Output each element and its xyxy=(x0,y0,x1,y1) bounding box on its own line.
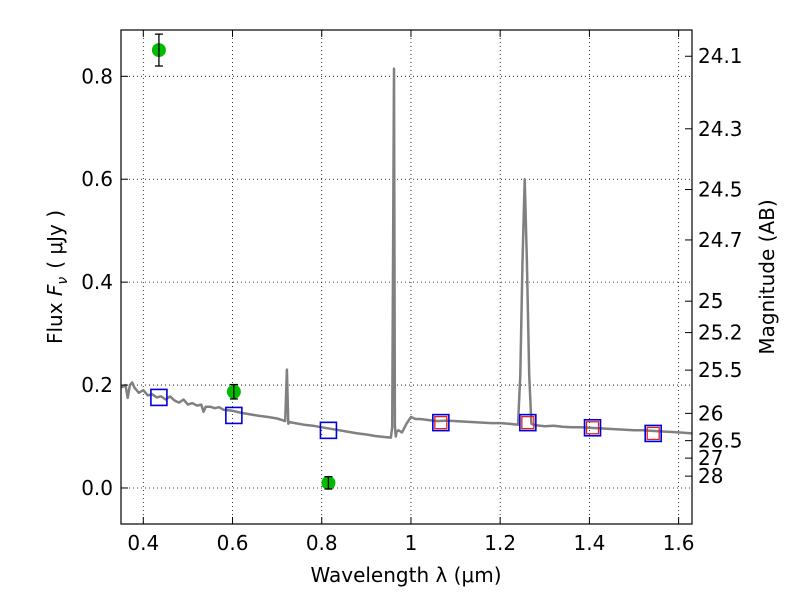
y-axis-label-subscript: ν xyxy=(55,277,71,285)
photometry-point xyxy=(321,475,336,490)
y-tick-label: 0.6 xyxy=(81,167,113,191)
photometry-point xyxy=(226,383,241,400)
grid-layer xyxy=(121,30,692,524)
tick-layer: 0.4 0.6 0.8 1 1.2 1.4 1.6 0.0 0.2 0.4 0.6 0.8 24.1 24… xyxy=(81,30,743,555)
y2-tick-label: 27 xyxy=(698,446,723,470)
y2-tick-label: 25.2 xyxy=(698,321,743,345)
sed-spectrum-line xyxy=(120,67,693,439)
y-axis-label-symbol: F xyxy=(43,284,67,296)
y-axis-label-prefix: Flux xyxy=(43,296,67,344)
model-square-red xyxy=(434,415,448,430)
x-tick-label: 1 xyxy=(405,531,418,555)
x-tick-label: 1.4 xyxy=(573,531,605,555)
y2-tick-label: 25.5 xyxy=(698,358,743,382)
model-square-red xyxy=(646,426,660,441)
model-square-blue xyxy=(644,424,662,443)
y2-tick-label: 26.5 xyxy=(698,429,743,453)
photometry-point xyxy=(151,33,166,67)
y-tick-label: 0.4 xyxy=(81,270,113,294)
y2-tick-label: 24.5 xyxy=(698,178,743,202)
x-tick-label: 0.8 xyxy=(306,531,338,555)
y2-tick-label: 26 xyxy=(698,401,723,425)
model-square-blue xyxy=(583,418,602,437)
y2-axis-label: Magnitude (AB) xyxy=(755,199,779,354)
y-tick-label: 0.8 xyxy=(81,64,113,88)
plot-area xyxy=(120,33,693,490)
y-tick-label: 0.2 xyxy=(81,373,113,397)
model-square-red xyxy=(521,415,535,430)
y2-tick-label: 28 xyxy=(698,464,723,488)
x-tick-label: 0.6 xyxy=(217,531,249,555)
x-tick-label: 0.4 xyxy=(127,531,159,555)
model-square-red xyxy=(585,421,600,435)
y2-tick-label: 24.3 xyxy=(698,117,743,141)
model-square-blue xyxy=(150,388,168,407)
y2-tick-label: 24.1 xyxy=(698,44,743,68)
x-axis-label: Wavelength λ (μm) xyxy=(310,563,501,587)
x-tick-label: 1.2 xyxy=(484,531,516,555)
model-square-blue xyxy=(225,406,243,425)
x-tick-label: 1.6 xyxy=(663,531,695,555)
y-axis-label-unit: ( μJy ) xyxy=(43,210,67,269)
y-axis-label: Flux Fν ( μJy ) xyxy=(43,210,71,344)
y-tick-label: 0.0 xyxy=(81,476,113,500)
model-square-blue xyxy=(319,421,338,440)
plot-frame xyxy=(120,29,693,525)
model-square-blue xyxy=(519,413,537,432)
model-square-blue xyxy=(432,413,450,432)
y2-tick-label: 24.7 xyxy=(698,228,743,252)
y2-tick-label: 25 xyxy=(698,289,723,313)
